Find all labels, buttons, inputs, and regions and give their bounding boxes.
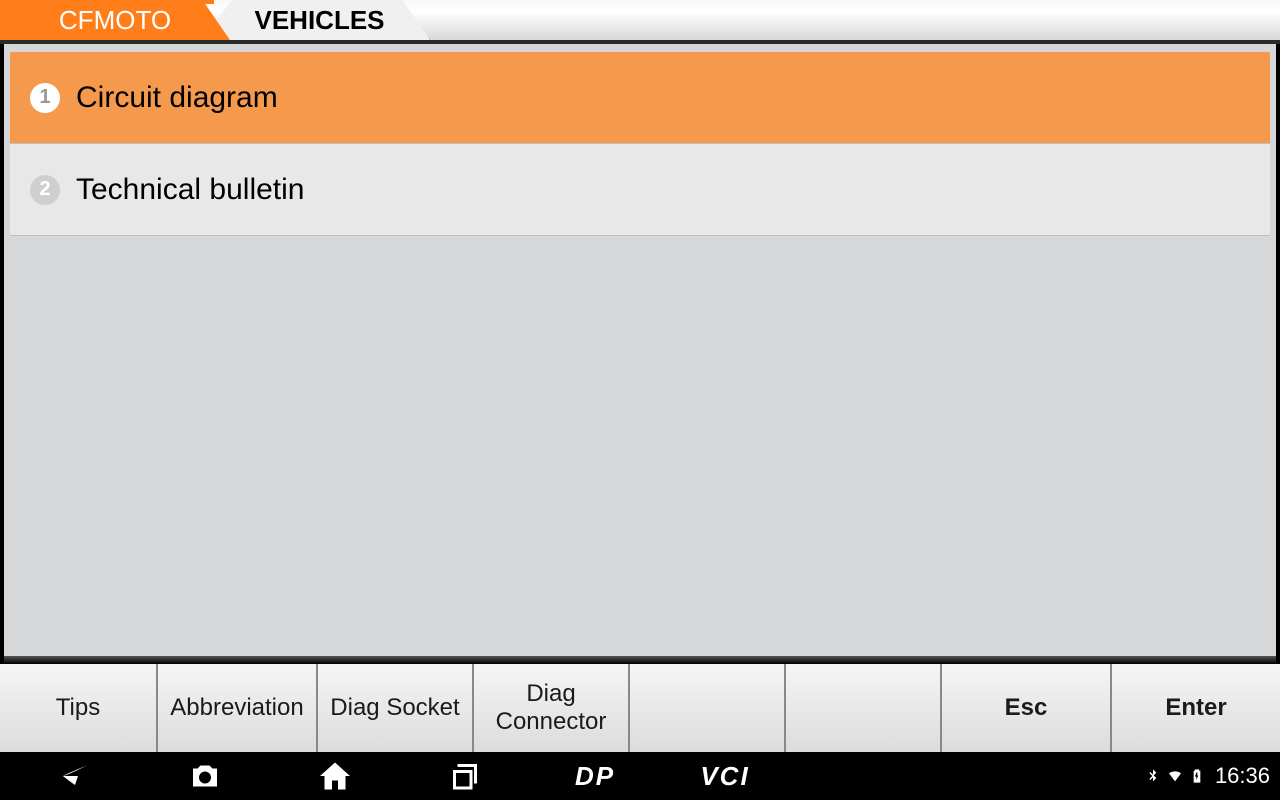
menu-item-number: 2 — [30, 175, 60, 205]
navbar-left: DP VCI — [10, 752, 790, 800]
empty-button[interactable] — [628, 664, 784, 752]
menu-item-number: 1 — [30, 83, 60, 113]
recent-apps-icon[interactable] — [400, 752, 530, 800]
system-navbar: DP VCI 16:36 — [0, 752, 1280, 800]
breadcrumb-tab-cfmoto[interactable]: CFMOTO — [0, 0, 230, 40]
diag-connector-button[interactable]: Diag Connector — [472, 664, 628, 752]
abbreviation-button[interactable]: Abbreviation — [156, 664, 316, 752]
vci-button[interactable]: VCI — [660, 761, 790, 792]
dp-button[interactable]: DP — [530, 761, 660, 792]
empty-button[interactable] — [784, 664, 940, 752]
camera-icon[interactable] — [140, 752, 270, 800]
breadcrumb-tab-vehicles[interactable]: VEHICLES — [200, 0, 430, 40]
button-label: Abbreviation — [170, 694, 303, 722]
button-bar: Tips Abbreviation Diag Socket Diag Conne… — [0, 664, 1280, 752]
vci-label: VCI — [700, 761, 749, 792]
tips-button[interactable]: Tips — [0, 664, 156, 752]
menu-item-technical-bulletin[interactable]: 2 Technical bulletin — [10, 144, 1270, 236]
back-icon[interactable] — [10, 752, 140, 800]
menu-item-label: Technical bulletin — [76, 173, 304, 207]
button-label: Diag Connector — [478, 680, 624, 736]
breadcrumb-bar: CFMOTO VEHICLES — [0, 0, 1280, 40]
home-icon[interactable] — [270, 752, 400, 800]
dp-label: DP — [575, 761, 615, 792]
esc-button[interactable]: Esc — [940, 664, 1110, 752]
status-area: 16:36 — [1145, 763, 1270, 789]
menu-item-circuit-diagram[interactable]: 1 Circuit diagram — [10, 52, 1270, 144]
main-panel: 1 Circuit diagram 2 Technical bulletin — [0, 44, 1280, 664]
diag-socket-button[interactable]: Diag Socket — [316, 664, 472, 752]
accent-strip — [0, 0, 214, 4]
breadcrumb-tab-label: VEHICLES — [254, 5, 384, 35]
panel-bottom-edge — [4, 656, 1276, 664]
enter-button[interactable]: Enter — [1110, 664, 1280, 752]
wifi-icon — [1167, 768, 1183, 784]
button-label: Tips — [56, 694, 100, 722]
menu-item-label: Circuit diagram — [76, 81, 278, 115]
clock: 16:36 — [1215, 763, 1270, 789]
button-label: Diag Socket — [330, 694, 459, 722]
battery-icon — [1189, 768, 1205, 784]
breadcrumb-tab-label: CFMOTO — [59, 5, 171, 35]
bluetooth-icon — [1145, 768, 1161, 784]
button-label: Esc — [1005, 694, 1048, 722]
button-label: Enter — [1165, 694, 1226, 722]
